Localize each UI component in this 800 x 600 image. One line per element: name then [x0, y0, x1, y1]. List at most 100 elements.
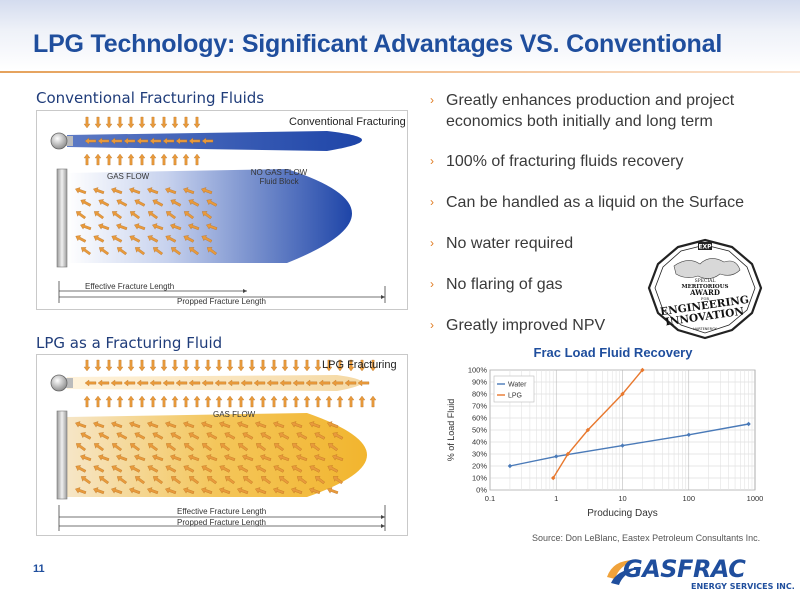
gas-flow-arrow-icon	[170, 476, 181, 485]
gas-flow-arrow-icon	[273, 465, 285, 473]
gas-flow-arrow-icon	[129, 421, 141, 429]
flow-arrow-icon	[188, 137, 201, 145]
gas-flow-arrow-icon	[98, 247, 109, 256]
award-line3: AWARD	[689, 288, 720, 297]
gas-flow-arrow-icon	[111, 211, 122, 220]
inflow-arrow-icon	[347, 395, 355, 408]
gas-flow-arrow-icon	[170, 223, 182, 231]
logo-swoosh-icon	[607, 559, 641, 585]
gas-flow-arrow-icon	[206, 223, 218, 231]
gas-flow-arrow-icon	[309, 443, 320, 452]
award-line2: MERITORIOUS	[681, 284, 728, 290]
y-tick-label: 80%	[472, 390, 487, 399]
inflow-arrow-icon	[182, 116, 190, 129]
gas-flow-arrow-icon	[332, 454, 344, 462]
inflow-arrow-icon	[259, 359, 267, 372]
gas-flow-arrow-icon	[201, 465, 213, 473]
gas-flow-arrow-icon	[224, 432, 236, 440]
inflow-arrow-icon	[116, 359, 124, 372]
gas-flow-arrow-icon	[273, 487, 285, 495]
lpg-fracturing-label: LPG Fracturing	[322, 359, 397, 371]
bullet-item: › Greatly enhances production and projec…	[430, 90, 780, 132]
gas-flow-arrow-icon	[75, 187, 87, 195]
gas-flow-arrow-icon	[80, 223, 92, 231]
data-point	[620, 443, 625, 448]
gas-flow-arrow-icon	[147, 465, 159, 473]
inflow-arrow-icon	[160, 153, 168, 166]
flow-arrow-icon	[97, 379, 110, 387]
bullet-item: › 100% of fracturing fluids recovery	[430, 151, 780, 172]
gas-flow-arrow-icon	[255, 487, 267, 495]
gas-flow-arrow-icon	[152, 199, 164, 207]
gas-flow-arrow-icon	[134, 199, 146, 207]
flow-arrow-icon	[279, 379, 292, 387]
gas-flow-arrow-icon	[327, 421, 339, 429]
gas-flow-arrow-icon	[80, 247, 91, 256]
gas-flow-arrow-icon	[183, 465, 195, 473]
gas-flow-arrow-icon	[93, 211, 104, 220]
gas-flow-arrow-icon	[147, 421, 159, 429]
y-tick-label: 20%	[472, 462, 487, 471]
gas-flow-arrow-icon	[98, 454, 110, 462]
lpg-effective-fracture-length-label: Effective Fracture Length	[177, 507, 267, 516]
inflow-arrow-icon	[105, 359, 113, 372]
gas-flow-arrow-icon	[80, 432, 92, 440]
flow-arrow-icon	[266, 379, 279, 387]
inflow-arrow-icon	[303, 359, 311, 372]
gas-flow-arrow-icon	[165, 487, 177, 495]
flow-arrow-icon	[331, 379, 344, 387]
gas-flow-arrow-icon	[206, 247, 217, 256]
gas-flow-arrow-icon	[309, 465, 321, 473]
inflow-arrow-icon	[149, 116, 157, 129]
gas-flow-arrow-icon	[98, 476, 109, 485]
inflow-arrow-icon	[358, 359, 366, 372]
inflow-arrow-icon	[237, 359, 245, 372]
gas-flow-arrow-icon	[147, 187, 159, 195]
gas-flow-arrow-icon	[116, 199, 128, 207]
inflow-arrow-icon	[193, 116, 201, 129]
inflow-arrow-icon	[314, 395, 322, 408]
gas-flow-arrow-icon	[206, 432, 218, 440]
legend-entry: LPG	[508, 393, 522, 400]
bullet-text: Greatly improved NPV	[446, 317, 606, 334]
gas-flow-arrow-icon	[237, 465, 249, 473]
inflow-arrow-icon	[127, 359, 135, 372]
inflow-arrow-icon	[270, 395, 278, 408]
inflow-arrow-icon	[83, 153, 91, 166]
gas-flow-arrow-icon	[224, 454, 236, 462]
legend-box	[493, 375, 535, 403]
flow-arrow-icon	[162, 137, 175, 145]
inflow-arrow-icon	[171, 153, 179, 166]
inflow-arrow-icon	[248, 359, 256, 372]
inflow-arrow-icon	[94, 153, 102, 166]
gas-flow-arrow-icon	[98, 432, 110, 440]
gas-flow-arrow-icon	[152, 454, 164, 462]
inflow-arrow-icon	[369, 395, 377, 408]
flow-arrow-icon	[292, 379, 305, 387]
y-tick-label: 100%	[468, 366, 488, 375]
inflow-arrow-icon	[149, 153, 157, 166]
inflow-arrow-icon	[127, 395, 135, 408]
gas-flow-arrow-icon	[242, 432, 254, 440]
y-tick-label: 40%	[472, 438, 487, 447]
logo-subtitle: ENERGY SERVICES INC.	[691, 582, 795, 591]
inflow-arrow-icon	[281, 359, 289, 372]
gas-flow-arrow-icon	[260, 454, 272, 462]
bullet-text: Greatly enhances production and project	[446, 92, 735, 109]
gas-flow-arrow-icon	[327, 487, 339, 495]
flow-arrow-icon	[188, 379, 201, 387]
inflow-arrow-icon	[171, 395, 179, 408]
gas-flow-arrow-icon	[75, 235, 87, 243]
gas-flow-arrow-icon	[152, 247, 163, 256]
gas-flow-arrow-icon	[224, 476, 235, 485]
gas-flow-arrow-icon	[129, 443, 140, 452]
data-point	[554, 454, 559, 459]
flow-arrow-icon	[110, 137, 123, 145]
gas-flow-arrow-icon	[129, 187, 141, 195]
inflow-arrow-icon	[116, 116, 124, 129]
gas-flow-arrow-icon	[260, 432, 272, 440]
legend-entry: Water	[508, 382, 527, 389]
gas-flow-arrow-icon	[314, 454, 326, 462]
gas-flow-arrow-icon	[183, 487, 195, 495]
gas-flow-arrow-icon	[134, 223, 146, 231]
